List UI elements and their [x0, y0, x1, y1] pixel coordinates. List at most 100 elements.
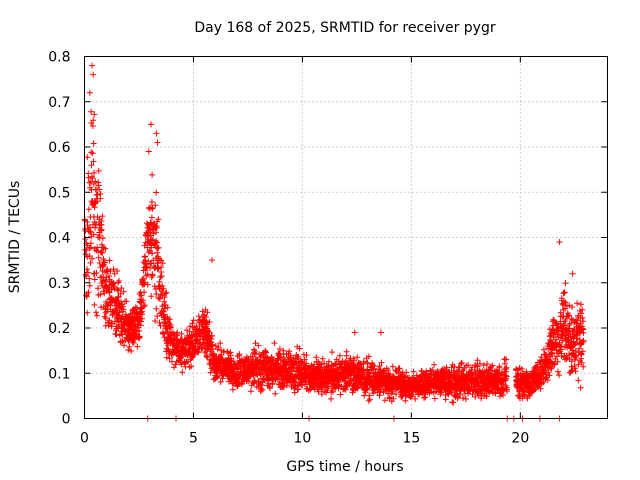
data-point	[251, 377, 258, 384]
data-point	[330, 388, 336, 395]
data-point	[172, 361, 179, 368]
data-point	[89, 62, 96, 69]
data-point	[249, 354, 256, 360]
data-point	[569, 270, 576, 277]
data-point	[484, 361, 490, 367]
data-point	[321, 360, 328, 367]
data-point	[562, 280, 569, 287]
data-point	[98, 227, 105, 234]
data-point	[144, 233, 151, 240]
data-point	[204, 309, 211, 316]
data-point	[286, 348, 293, 355]
data-point	[155, 244, 162, 251]
data-point	[389, 363, 396, 370]
data-point	[162, 305, 168, 312]
data-point	[577, 384, 584, 391]
data-point	[272, 390, 279, 397]
data-point	[119, 338, 126, 345]
y-tick-label: 0	[62, 412, 71, 428]
data-point	[102, 315, 109, 322]
data-point	[95, 248, 101, 255]
x-axis-label: GPS time / hours	[286, 459, 403, 475]
data-point	[136, 333, 143, 340]
data-point	[92, 178, 99, 185]
data-point	[102, 245, 109, 252]
data-point	[256, 378, 262, 385]
data-point	[140, 303, 147, 310]
data-point	[206, 319, 213, 325]
data-point	[354, 354, 361, 361]
data-point	[88, 162, 95, 169]
data-point	[269, 356, 275, 363]
data-point	[137, 296, 144, 303]
data-point	[325, 358, 332, 365]
data-point	[102, 278, 109, 285]
data-point	[236, 351, 243, 358]
data-point	[366, 396, 373, 403]
data-point	[90, 140, 97, 147]
data-point	[97, 291, 104, 298]
data-point	[120, 306, 127, 313]
data-point	[148, 199, 155, 205]
data-point	[336, 352, 343, 359]
data-point	[163, 289, 170, 296]
data-point	[318, 361, 325, 368]
data-point	[203, 319, 210, 326]
data-point	[149, 171, 156, 178]
data-point	[197, 341, 204, 348]
data-point	[160, 285, 167, 292]
data-point	[138, 318, 144, 325]
data-point	[271, 340, 278, 347]
data-point	[209, 257, 215, 264]
data-point	[245, 378, 252, 385]
data-point	[153, 305, 160, 312]
data-point	[114, 286, 121, 293]
data-point	[91, 276, 98, 283]
x-tick-labels: 0 5 10 15 20	[80, 431, 529, 447]
data-point	[162, 290, 169, 297]
data-point	[86, 224, 93, 231]
data-point	[94, 198, 101, 205]
data-point	[152, 202, 159, 209]
data-point	[148, 293, 155, 300]
data-point	[90, 158, 97, 165]
data-point	[144, 281, 151, 288]
data-point	[178, 361, 185, 368]
data-point	[319, 355, 326, 362]
data-point	[157, 274, 164, 281]
data-point	[154, 239, 161, 246]
data-point	[402, 397, 409, 404]
data-point	[134, 343, 141, 350]
data-point	[255, 342, 262, 349]
data-point	[96, 186, 103, 193]
data-point	[296, 345, 303, 352]
data-point	[94, 244, 101, 251]
data-point	[557, 309, 564, 316]
data-point	[208, 332, 215, 339]
data-point	[90, 71, 97, 78]
data-point	[343, 352, 350, 359]
data-point	[263, 349, 270, 356]
data-point	[147, 232, 154, 239]
data-point	[431, 361, 438, 368]
data-point	[89, 150, 96, 157]
data-point	[205, 327, 212, 334]
data-point	[160, 308, 167, 315]
data-point	[303, 378, 309, 385]
data-point	[154, 139, 161, 146]
data-point	[462, 396, 469, 402]
data-point	[86, 89, 93, 96]
data-point	[93, 309, 99, 316]
data-point	[91, 301, 98, 308]
data-point	[99, 213, 106, 220]
data-point	[120, 288, 127, 295]
data-point	[90, 231, 97, 238]
data-point	[87, 240, 94, 247]
data-point	[311, 386, 318, 393]
data-point	[93, 221, 99, 228]
data-point	[94, 312, 100, 319]
data-point	[91, 169, 97, 176]
data-point	[108, 320, 115, 327]
data-point	[152, 318, 159, 324]
data-point	[97, 191, 104, 197]
